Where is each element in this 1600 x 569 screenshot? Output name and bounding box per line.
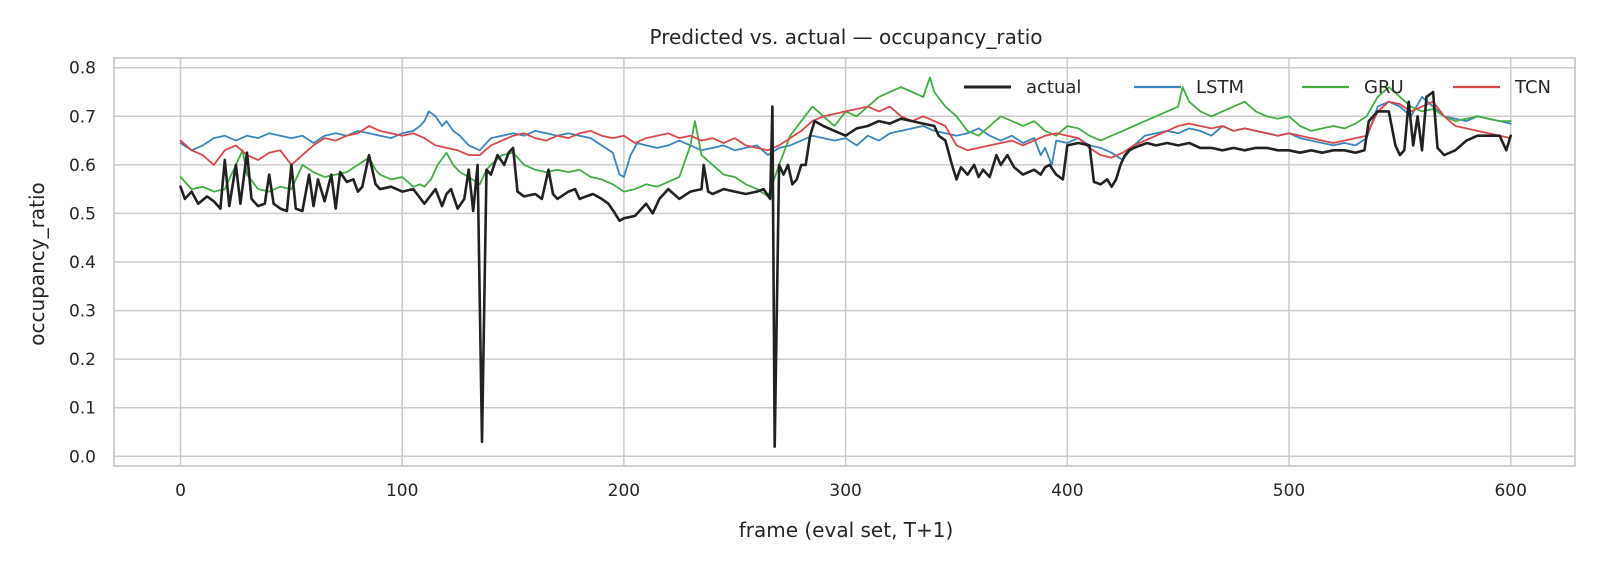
y-axis-label: occupancy_ratio bbox=[25, 182, 49, 345]
series-line-gru bbox=[179, 76, 1512, 198]
plot-area: 0 100 200 300 400 500 600 0.0 0.1 0.2 0.3 0.4 0.5 0.6… bbox=[69, 57, 1576, 501]
series-line-tcn bbox=[179, 100, 1512, 166]
x-tick-label: 100 bbox=[386, 481, 418, 501]
y-tick-label: 0.2 bbox=[69, 350, 96, 370]
chart-title: Predicted vs. actual — occupancy_ratio bbox=[650, 25, 1043, 49]
x-tick-label: 500 bbox=[1273, 481, 1305, 501]
series-line-actual bbox=[179, 90, 1512, 448]
y-tick-label: 0.1 bbox=[69, 399, 96, 419]
x-tick-label: 600 bbox=[1494, 481, 1526, 501]
legend-label-actual: actual bbox=[1026, 77, 1081, 98]
legend: actual LSTM GRU TCN bbox=[964, 77, 1551, 98]
x-tick-label: 0 bbox=[175, 481, 186, 501]
x-tick-label: 300 bbox=[829, 481, 861, 501]
legend-label-lstm: LSTM bbox=[1196, 77, 1244, 98]
y-tick-label: 0.3 bbox=[69, 302, 96, 322]
y-tick-label: 0.7 bbox=[69, 107, 96, 127]
y-tick-label: 0.6 bbox=[69, 156, 96, 176]
legend-label-gru: GRU bbox=[1364, 77, 1404, 98]
y-tick-label: 0.0 bbox=[69, 447, 96, 467]
y-tick-label: 0.4 bbox=[69, 253, 96, 273]
x-tick-label: 200 bbox=[608, 481, 640, 501]
y-tick-label: 0.5 bbox=[69, 204, 96, 224]
y-tick-label: 0.8 bbox=[69, 59, 96, 79]
axes-frame bbox=[113, 57, 1576, 467]
legend-label-tcn: TCN bbox=[1514, 77, 1551, 98]
x-axis-label: frame (eval set, T+1) bbox=[739, 518, 954, 542]
x-tick-label: 400 bbox=[1051, 481, 1083, 501]
